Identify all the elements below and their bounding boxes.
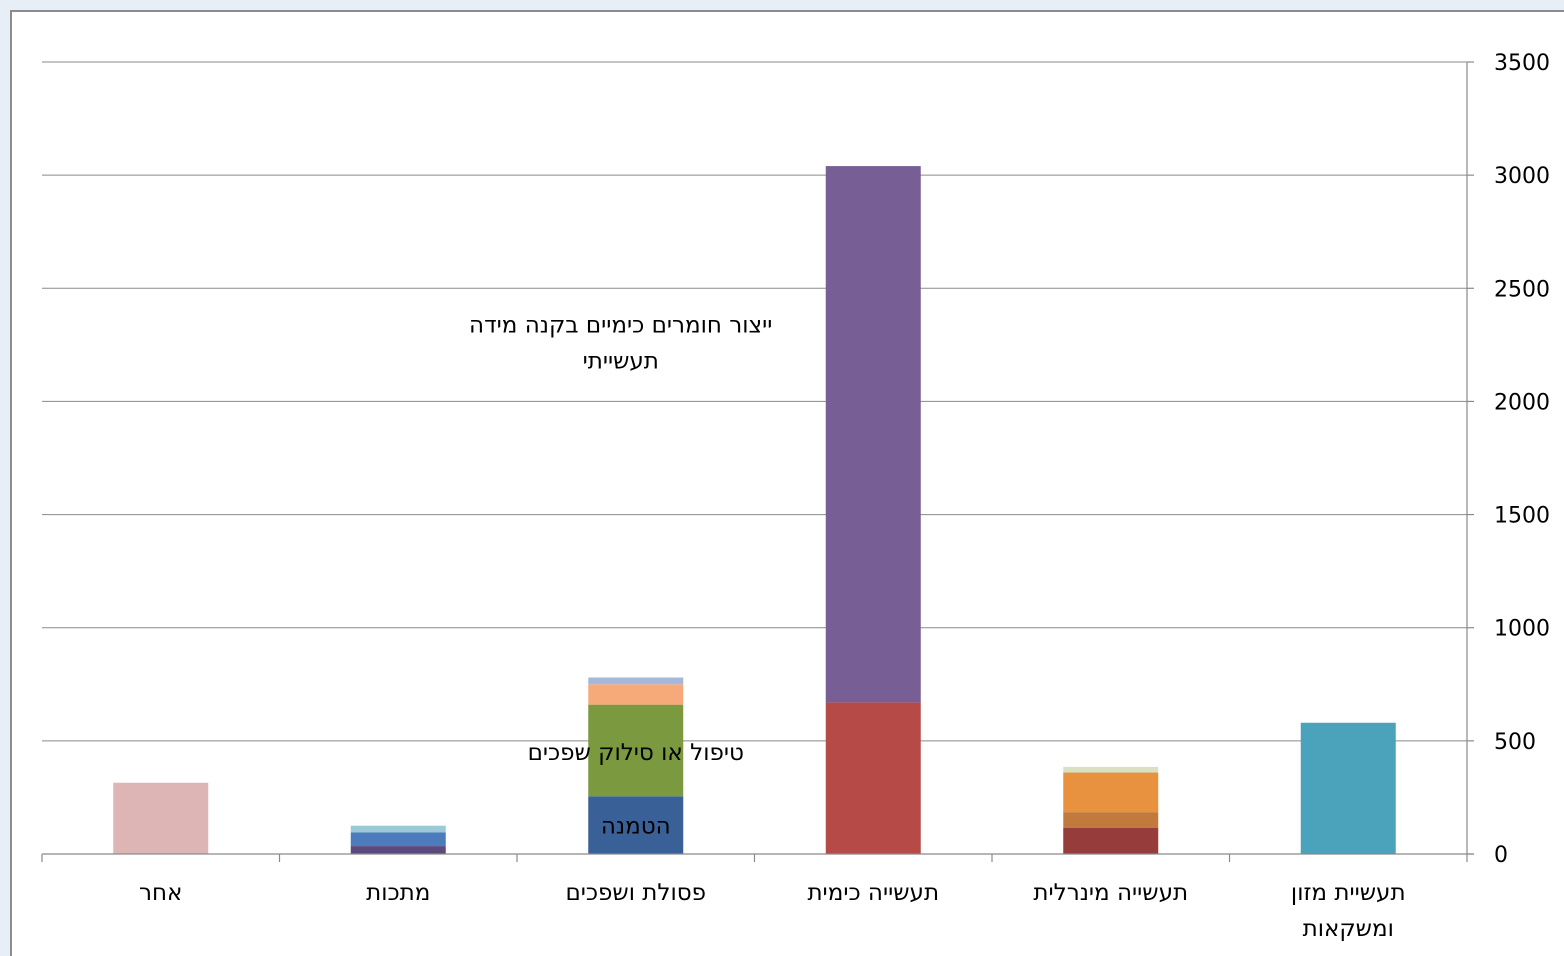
y-tick-label: 500	[1494, 730, 1536, 755]
bars	[113, 166, 1396, 854]
y-tick-label: 0	[1494, 843, 1508, 868]
y-tick-label: 2500	[1494, 277, 1550, 302]
bar-segment-3-2	[588, 684, 684, 705]
bar-segment-3-0	[588, 796, 684, 854]
category-label: תעשיית מזון	[1291, 880, 1406, 906]
y-tick-label: 1500	[1494, 504, 1550, 529]
grid-lines	[42, 61, 1467, 742]
bar-segment-4-1	[350, 832, 446, 847]
category-label: פסולת ושפכים	[565, 880, 706, 906]
y-tick-label: 2000	[1494, 390, 1550, 415]
axes	[41, 61, 1474, 862]
bar-segment-2-1	[825, 166, 921, 703]
bar-segment-3-3	[588, 677, 684, 685]
category-label: אחר	[139, 880, 182, 906]
bar-segment-2-0	[825, 702, 921, 854]
annotation-label: ייצור חומרים כימיים בקנה מידה	[469, 312, 772, 338]
bar-segment-3-1	[588, 704, 684, 797]
category-label: תעשייה מינרלית	[1033, 880, 1188, 906]
bar-segment-1-2	[1063, 772, 1159, 813]
annotation-label: הטמנה	[601, 814, 671, 840]
bar-segment-5-0	[113, 782, 209, 854]
y-tick-label: 3000	[1494, 164, 1550, 189]
bar-segment-1-3	[1063, 766, 1159, 773]
bar-segment-0-0	[1300, 722, 1396, 854]
annotation-label: תעשייתי	[583, 348, 659, 374]
y-tick-label: 3500	[1494, 51, 1550, 76]
category-label: תעשייה כימית	[807, 880, 939, 906]
category-label: מתכות	[366, 880, 430, 906]
y-tick-label: 1000	[1494, 617, 1550, 642]
category-label: ומשקאות	[1303, 916, 1394, 942]
annotation-label: טיפול או סילוק שפכים	[528, 740, 744, 766]
bar-segment-4-2	[350, 825, 446, 833]
bar-segment-1-0	[1063, 827, 1159, 854]
bar-segment-4-0	[350, 846, 446, 854]
bar-segment-1-1	[1063, 812, 1159, 828]
labels: 0 500 1000 1500 2000 2500 3000 3500 תעשיית מזון ו…	[139, 51, 1550, 942]
